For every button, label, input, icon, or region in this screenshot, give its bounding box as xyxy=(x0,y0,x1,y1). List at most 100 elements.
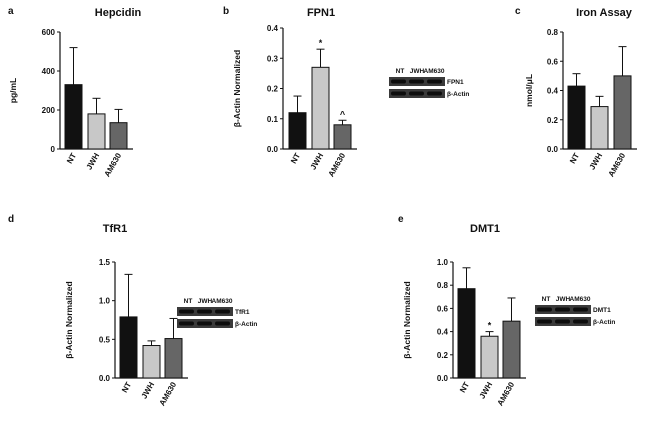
x-tick-label: AM630 xyxy=(327,151,348,178)
blot-band xyxy=(179,309,194,314)
chart-panel-b: b FPN1 β-Actin Normalized 0.0 0.1 0.2 0.3 0.4 NT… xyxy=(223,6,469,178)
y-tick-label: 0.0 xyxy=(267,145,279,154)
bar-nt xyxy=(119,316,138,379)
blot-band xyxy=(179,321,194,326)
panel-letter: e xyxy=(398,214,404,225)
blot-band xyxy=(197,309,212,314)
y-tick-label: 0.8 xyxy=(437,281,449,290)
blot-lane-label: JWH xyxy=(410,68,425,75)
y-tick-label: 0.1 xyxy=(267,115,279,124)
bar-am630 xyxy=(502,320,521,379)
blot-band xyxy=(409,79,424,84)
blot-band xyxy=(555,307,570,312)
y-tick-label: 0.2 xyxy=(437,351,449,360)
y-tick-label: 0.8 xyxy=(547,28,559,37)
chart-title: TfR1 xyxy=(103,223,127,235)
blot-lane-label: JWH xyxy=(198,298,213,305)
y-tick-label: 1.0 xyxy=(437,258,449,267)
y-tick-label: 0 xyxy=(51,145,56,154)
blot-band xyxy=(391,79,406,84)
blot-lane-label: AM630 xyxy=(424,68,445,75)
blot-band xyxy=(427,79,442,84)
chart-panel-e: e DMT1 β-Actin Normalized 0.0 0.2 0.4 0.6 0.8 1.… xyxy=(398,214,615,407)
significance-marker: ^ xyxy=(340,109,346,119)
blot-band-label: TfR1 xyxy=(235,309,250,316)
chart-title: FPN1 xyxy=(307,7,335,19)
bar-nt xyxy=(64,84,83,150)
bar-jwh xyxy=(142,345,161,379)
x-tick-label: NT xyxy=(120,380,133,394)
bar-jwh xyxy=(311,66,330,150)
blot-band-label: β-Actin xyxy=(447,91,469,98)
bar-am630 xyxy=(613,75,632,150)
blot-band xyxy=(215,321,230,326)
y-tick-label: 0.2 xyxy=(267,85,279,94)
blot-band xyxy=(391,91,406,96)
blot-lane-label: NT xyxy=(184,298,193,305)
y-tick-label: 0.6 xyxy=(437,304,449,313)
panel-letter: d xyxy=(8,214,14,225)
significance-marker: * xyxy=(319,38,323,48)
y-tick-label: 0.4 xyxy=(437,328,449,337)
y-axis-label: β-Actin Normalized xyxy=(232,50,242,127)
blot-lane-label: NT xyxy=(542,296,551,303)
y-axis-label: nmol/μL xyxy=(524,74,534,107)
blot-lane-label: AM630 xyxy=(212,298,233,305)
bar-jwh xyxy=(590,106,609,150)
y-tick-label: 0.4 xyxy=(547,87,559,96)
blot-lane-label: AM630 xyxy=(570,296,591,303)
x-tick-label: JWH xyxy=(140,380,157,400)
y-tick-label: 0.5 xyxy=(99,335,111,344)
x-tick-label: AM630 xyxy=(607,151,628,178)
x-tick-label: NT xyxy=(458,380,471,394)
panel-letter: c xyxy=(515,6,521,17)
y-axis-label: pg/mL xyxy=(8,78,18,104)
chart-panel-a: a Hepcidin pg/mL 0 200 400 600 NT JWH AM630 xyxy=(8,6,142,178)
x-tick-label: JWH xyxy=(478,380,495,400)
chart-title: DMT1 xyxy=(470,223,500,235)
x-tick-label: JWH xyxy=(85,151,102,171)
y-tick-label: 0.4 xyxy=(267,24,279,33)
y-tick-label: 0.2 xyxy=(547,116,559,125)
bar-nt xyxy=(567,85,586,150)
panel-letter: a xyxy=(8,6,14,17)
x-tick-label: AM630 xyxy=(103,151,124,178)
blot-band xyxy=(409,91,424,96)
blot-lane-label: NT xyxy=(396,68,405,75)
y-tick-label: 0.6 xyxy=(547,57,559,66)
blot-band xyxy=(215,309,230,314)
chart-title: Iron Assay xyxy=(576,7,633,19)
y-tick-label: 400 xyxy=(42,67,56,76)
bar-am630 xyxy=(164,338,183,379)
bar-jwh xyxy=(480,335,499,379)
blot-band xyxy=(537,307,552,312)
x-tick-label: NT xyxy=(568,151,581,165)
significance-marker: * xyxy=(488,321,492,331)
y-tick-label: 0.0 xyxy=(547,145,559,154)
y-tick-label: 1.0 xyxy=(99,297,111,306)
bar-nt xyxy=(288,112,307,150)
x-tick-label: NT xyxy=(65,151,78,165)
x-tick-label: NT xyxy=(289,151,302,165)
bar-jwh xyxy=(87,113,106,150)
y-tick-label: 0.3 xyxy=(267,54,279,63)
x-tick-label: AM630 xyxy=(496,380,517,407)
blot-band-label: DMT1 xyxy=(593,307,611,314)
y-tick-label: 600 xyxy=(42,28,56,37)
bar-am630 xyxy=(333,124,352,150)
x-tick-label: AM630 xyxy=(158,380,179,407)
panel-letter: b xyxy=(223,6,229,17)
y-tick-label: 1.5 xyxy=(99,258,111,267)
chart-panel-d: d TfR1 β-Actin Normalized 0.0 0.5 1.0 1.5 NT JWH… xyxy=(8,214,257,407)
chart-title: Hepcidin xyxy=(95,7,142,19)
blot-band-label: β-Actin xyxy=(593,319,615,326)
blot-band xyxy=(537,319,552,324)
y-axis-label: β-Actin Normalized xyxy=(64,281,74,358)
y-axis-label: β-Actin Normalized xyxy=(402,281,412,358)
blot-band xyxy=(573,307,588,312)
x-tick-label: JWH xyxy=(588,151,605,171)
